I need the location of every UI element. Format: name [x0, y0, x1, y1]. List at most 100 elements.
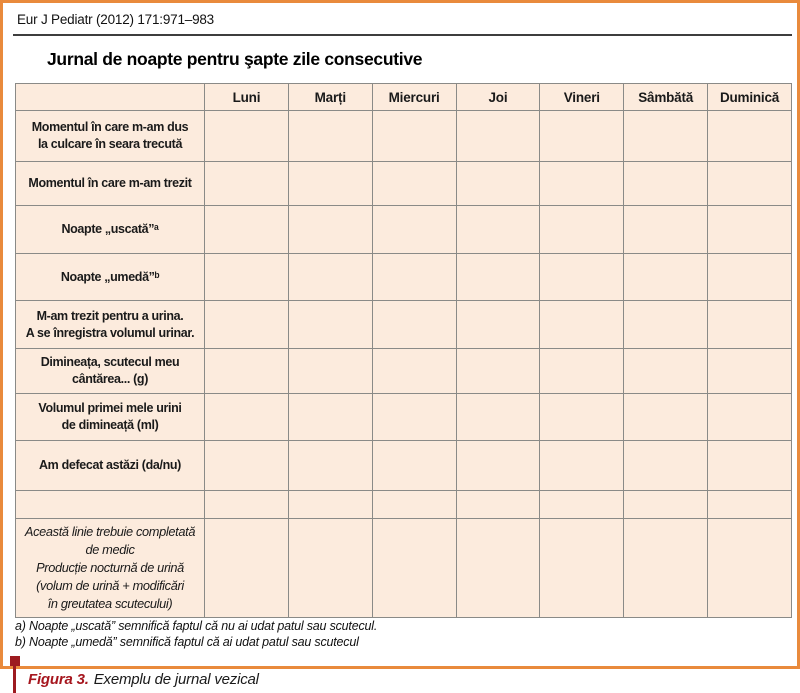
diary-cell-empty	[371, 393, 457, 441]
table-row: Noapte „umedă”ᵇ	[15, 253, 792, 301]
diary-cell-empty	[539, 440, 625, 491]
diary-cell-empty	[455, 253, 541, 301]
diary-cell-empty	[539, 393, 625, 441]
diary-cell-empty	[455, 161, 541, 206]
day-column-header: Luni	[204, 83, 289, 111]
diary-cell-empty	[707, 253, 792, 301]
diary-cell-empty	[204, 518, 289, 618]
table-row: Această linie trebuie completată de medi…	[15, 518, 792, 618]
diary-cell-empty	[539, 348, 625, 394]
diary-cell-empty	[287, 440, 373, 491]
diary-cell-empty	[287, 253, 373, 301]
day-column-header: Miercuri	[371, 83, 457, 111]
diary-cell-empty	[455, 440, 541, 491]
diary-cell-empty	[455, 393, 541, 441]
diary-cell-empty	[371, 110, 457, 162]
figure-caption-label: Figura 3.	[28, 671, 89, 688]
table-row: Momentul în care m-am dus la culcare în …	[15, 110, 792, 162]
corner-cell-empty	[15, 83, 205, 111]
diary-cell-empty	[204, 110, 289, 162]
diary-cell-empty	[707, 110, 792, 162]
table-row: M-am trezit pentru a urina. A se înregis…	[15, 300, 792, 349]
row-label: Dimineața, scutecul meu cântărea... (g)	[15, 348, 205, 394]
row-label: Noapte „umedă”ᵇ	[15, 253, 205, 301]
row-label: Am defecat astăzi (da/nu)	[15, 440, 205, 491]
diary-cell-empty	[204, 440, 289, 491]
diary-cell-empty	[204, 205, 289, 254]
diary-cell-empty	[623, 348, 709, 394]
diary-cell-empty	[287, 161, 373, 206]
diary-cell-empty	[707, 161, 792, 206]
row-label: Volumul primei mele urini de dimineață (…	[15, 393, 205, 441]
diary-cell-empty	[371, 300, 457, 349]
diary-cell-empty	[539, 490, 625, 519]
diary-cell-empty	[371, 161, 457, 206]
diary-table-body: Momentul în care m-am dus la culcare în …	[15, 110, 792, 618]
diary-cell-empty	[623, 205, 709, 254]
diary-cell-empty	[707, 518, 792, 618]
diary-cell-empty	[371, 253, 457, 301]
diary-cell-empty	[707, 393, 792, 441]
diary-cell-empty	[455, 205, 541, 254]
table-row: Momentul în care m-am trezit	[15, 161, 792, 206]
table-row: Volumul primei mele urini de dimineață (…	[15, 393, 792, 441]
diary-cell-empty	[455, 490, 541, 519]
diary-cell-empty	[539, 161, 625, 206]
figure-frame: Eur J Pediatr (2012) 171:971–983 Jurnal …	[0, 0, 800, 669]
row-label: Noapte „uscată”ᵃ	[15, 205, 205, 254]
caption-marker-square	[10, 656, 20, 666]
diary-cell-empty	[204, 348, 289, 394]
caption-marker-line	[13, 664, 16, 693]
diary-cell-empty	[539, 300, 625, 349]
diary-cell-empty	[204, 300, 289, 349]
diary-cell-empty	[287, 300, 373, 349]
figure-table-title: Jurnal de noapte pentru şapte zile conse…	[47, 49, 423, 69]
table-row: Noapte „uscată”ᵃ	[15, 205, 792, 254]
diary-cell-empty	[623, 110, 709, 162]
diary-cell-empty	[539, 205, 625, 254]
row-label: Momentul în care m-am dus la culcare în …	[15, 110, 205, 162]
day-column-header: Marți	[287, 83, 373, 111]
diary-cell-empty	[204, 253, 289, 301]
diary-cell-empty	[287, 110, 373, 162]
table-row: Am defecat astăzi (da/nu)	[15, 440, 792, 491]
day-column-header: Sâmbătă	[623, 83, 709, 111]
diary-cell-empty	[707, 490, 792, 519]
diary-cell-empty	[623, 393, 709, 441]
diary-cell-empty	[287, 490, 373, 519]
day-header-row: Luni Marți Miercuri Joi Vineri Sâmbătă Duminic…	[15, 83, 792, 111]
diary-cell-empty	[455, 518, 541, 618]
header-divider	[13, 34, 792, 36]
footnote-a: a) Noapte „uscată” semnifică faptul că n…	[15, 619, 378, 633]
diary-cell-empty	[204, 161, 289, 206]
diary-cell-empty	[371, 440, 457, 491]
footnotes: a) Noapte „uscată” semnifică faptul că n…	[15, 619, 377, 651]
diary-cell-empty	[707, 300, 792, 349]
diary-cell-empty	[623, 300, 709, 349]
journal-citation: Eur J Pediatr (2012) 171:971–983	[17, 12, 214, 27]
table-row: Dimineața, scutecul meu cântărea... (g)	[15, 348, 792, 394]
diary-cell-empty	[287, 348, 373, 394]
figure-caption: Figura 3. Exemplu de jurnal vezical	[28, 671, 259, 688]
diary-cell-empty	[623, 253, 709, 301]
row-label: Această linie trebuie completată de medi…	[15, 518, 205, 618]
diary-cell-empty	[204, 393, 289, 441]
footnote-b: b) Noapte „umedă” semnifică faptul că ai…	[15, 634, 359, 649]
day-column-header: Joi	[455, 83, 541, 111]
diary-cell-empty	[371, 348, 457, 394]
diary-cell-empty	[707, 440, 792, 491]
diary-cell-empty	[539, 253, 625, 301]
diary-cell-empty	[623, 440, 709, 491]
diary-cell-empty	[455, 348, 541, 394]
diary-cell-empty	[287, 518, 373, 618]
diary-cell-empty	[623, 518, 709, 618]
row-label: Momentul în care m-am trezit	[15, 161, 205, 206]
diary-cell-empty	[539, 518, 625, 618]
diary-cell-empty	[455, 300, 541, 349]
diary-cell-empty	[287, 393, 373, 441]
diary-cell-empty	[371, 490, 457, 519]
night-diary-table: Luni Marți Miercuri Joi Vineri Sâmbătă Duminic…	[15, 83, 792, 618]
day-column-header: Vineri	[539, 83, 625, 111]
day-column-header: Duminică	[707, 83, 792, 111]
